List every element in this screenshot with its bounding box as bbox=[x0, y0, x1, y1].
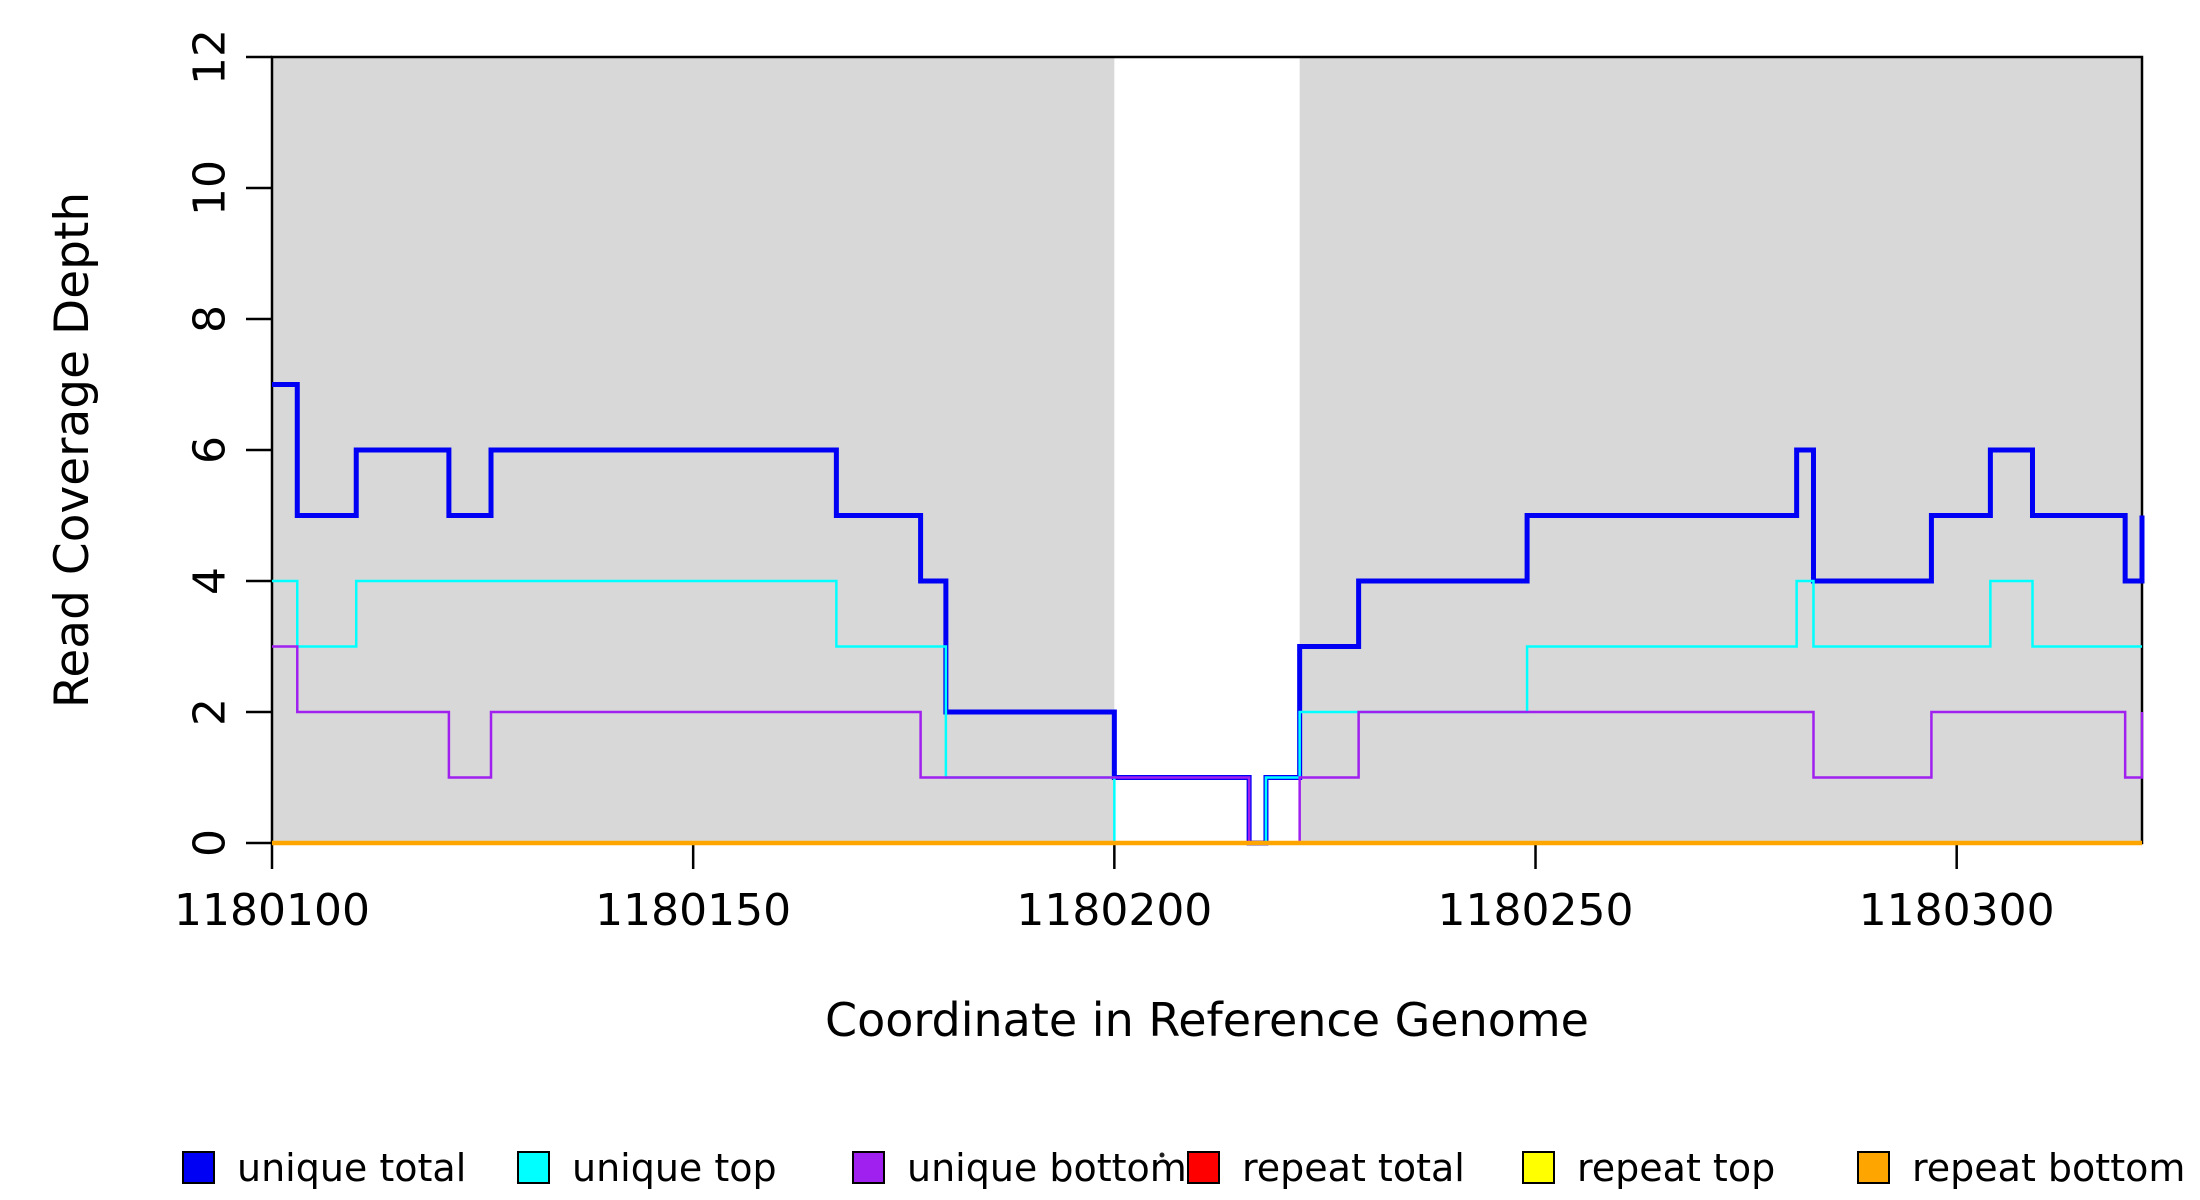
series-line-unique-top bbox=[272, 579, 2142, 845]
legend-label-repeat-top: repeat top bbox=[1577, 1146, 1775, 1190]
x-tick-label: 1180300 bbox=[1859, 885, 2055, 936]
legend-swatch-unique-top bbox=[517, 1151, 550, 1184]
legend-swatch-repeat-top bbox=[1522, 1151, 1555, 1184]
x-axis-title: Coordinate in Reference Genome bbox=[825, 993, 1589, 1047]
y-tick-label: 10 bbox=[185, 160, 236, 216]
axis-ticks-layer: 1180100 1180150 1180200 1180250 1180300 0 2 4 6 8… bbox=[174, 29, 2055, 936]
legend-swatch-repeat-total bbox=[1187, 1151, 1220, 1184]
legend-swatch-unique-total bbox=[182, 1151, 215, 1184]
x-tick-label: 1180250 bbox=[1438, 885, 1634, 936]
legend-label-unique-top: unique top bbox=[572, 1146, 777, 1190]
y-tick-label: 0 bbox=[185, 829, 236, 857]
y-tick-label: 2 bbox=[185, 698, 236, 726]
legend-swatch-repeat-bottom bbox=[1857, 1151, 1890, 1184]
legend: unique total unique top unique bottom repea… bbox=[182, 1146, 2185, 1190]
x-tick-label: 1180100 bbox=[174, 885, 370, 936]
y-tick-label: 6 bbox=[185, 436, 236, 464]
x-tick-label: 1180200 bbox=[1016, 885, 1212, 936]
legend-label-repeat-bottom: repeat bottom bbox=[1912, 1146, 2185, 1190]
legend-label-unique-total: unique total bbox=[237, 1146, 466, 1190]
legend-label-repeat-total: repeat total bbox=[1242, 1146, 1465, 1190]
y-tick-label: 4 bbox=[185, 567, 236, 595]
series-lines-layer bbox=[272, 382, 2145, 846]
legend-swatch-unique-bottom bbox=[852, 1151, 885, 1184]
x-tick-label: 1180150 bbox=[595, 885, 791, 936]
stray-mark bbox=[1159, 1152, 1165, 1158]
y-tick-label: 12 bbox=[185, 29, 236, 85]
y-axis-title: Read Coverage Depth bbox=[45, 192, 100, 708]
legend-label-unique-bottom: unique bottom bbox=[907, 1146, 1187, 1190]
y-tick-label: 8 bbox=[185, 305, 236, 333]
